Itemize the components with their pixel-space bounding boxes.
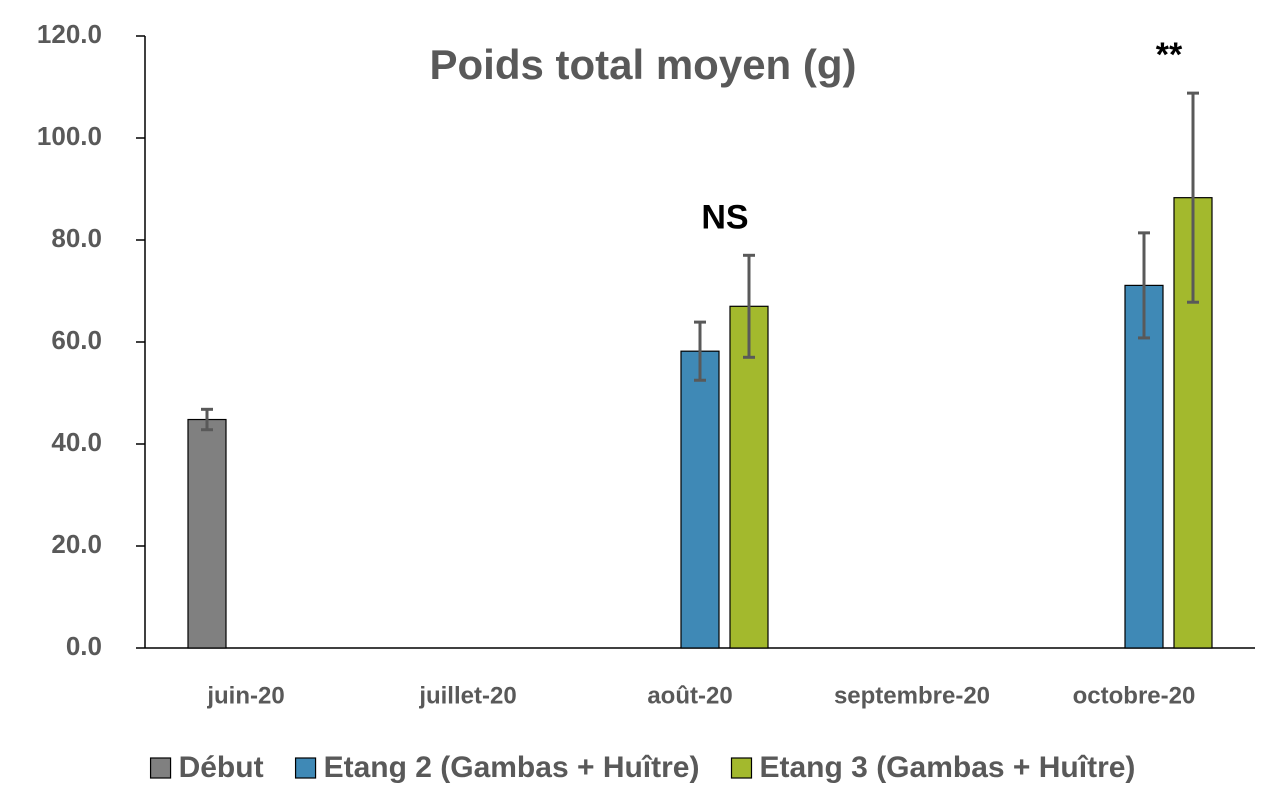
error-bar	[694, 320, 706, 382]
legend-swatch	[294, 757, 317, 779]
error-bar	[1187, 91, 1199, 304]
annotation: NS	[701, 198, 748, 236]
y-tick-label: 40.0	[51, 427, 102, 457]
x-tick-label: juillet-20	[418, 682, 516, 709]
bar	[1124, 284, 1164, 649]
x-tick-label: septembre-20	[834, 682, 990, 709]
y-tick-label: 20.0	[51, 529, 102, 559]
error-bar	[743, 253, 755, 359]
x-tick-label: août-20	[647, 682, 732, 709]
legend-swatch	[149, 757, 172, 779]
x-tick-label: juin-20	[206, 682, 284, 709]
error-bar	[201, 407, 213, 432]
legend-label: Début	[179, 751, 264, 784]
chart-title: Poids total moyen (g)	[429, 41, 856, 88]
y-tick-label: 100.0	[37, 121, 102, 151]
x-tick-label: octobre-20	[1073, 682, 1196, 709]
y-tick-label: 0.0	[66, 631, 102, 661]
legend-label: Etang 3 (Gambas + Huître)	[760, 751, 1136, 784]
legend-label: Etang 2 (Gambas + Huître)	[324, 751, 700, 784]
y-tick-label: 80.0	[51, 223, 102, 253]
y-tick-label: 60.0	[51, 325, 102, 355]
annotation: **	[1156, 36, 1183, 74]
error-bar	[1138, 231, 1150, 340]
bar	[680, 350, 720, 649]
y-tick-label: 120.0	[37, 19, 102, 49]
bar	[187, 418, 227, 649]
bar	[729, 305, 769, 649]
legend-swatch	[730, 757, 753, 779]
